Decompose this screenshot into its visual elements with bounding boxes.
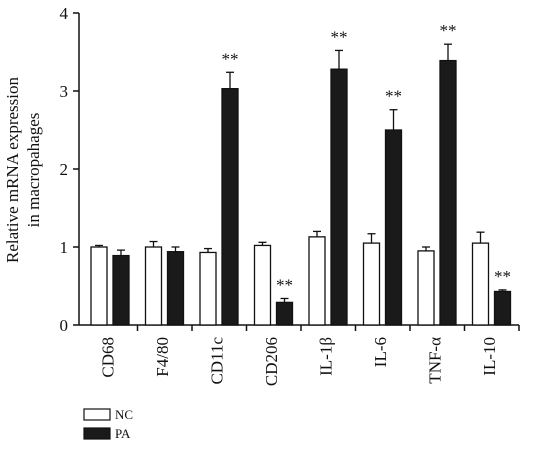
x-category-label: IL-1β: [316, 337, 335, 376]
bar-pa: [166, 251, 185, 326]
bar-nc: [90, 246, 108, 326]
x-category-label: CD11c: [207, 337, 226, 385]
bar-pa: [330, 68, 348, 326]
plot-area: 0 1 2 3 4 CD68 F4/80 CD11c CD206 IL-1β IL-6 TNF-α IL…: [60, 4, 520, 386]
legend-label-pa: PA: [115, 426, 131, 441]
significance-mark: **: [385, 87, 402, 106]
significance-mark: **: [222, 49, 239, 68]
x-category-label: CD68: [98, 337, 117, 378]
y-axis-label-line1: Relative mRNA expression: [3, 76, 22, 263]
legend-label-nc: NC: [115, 407, 133, 422]
y-tick-label: 1: [60, 238, 69, 257]
legend-swatch-nc: [83, 408, 111, 421]
legend-swatch-pa: [83, 427, 111, 440]
bar-pa: [112, 254, 130, 326]
bar-nc: [362, 242, 381, 326]
y-tick-label: 2: [60, 160, 69, 179]
bar-nc: [471, 242, 490, 326]
y-axis-label-line2: in macropahages: [24, 113, 43, 228]
bar-nc: [144, 246, 163, 326]
bar-nc: [253, 244, 272, 326]
significance-mark: **: [494, 267, 511, 286]
y-tick-label: 3: [60, 82, 69, 101]
significance-mark: **: [331, 27, 348, 46]
bar-pa: [275, 301, 294, 326]
significance-mark: **: [440, 21, 457, 40]
bar-pa: [384, 129, 403, 326]
bar-nc: [199, 251, 217, 326]
bar-nc: [308, 236, 326, 326]
x-category-label: F4/80: [153, 337, 172, 377]
bar-pa: [439, 59, 457, 326]
x-category-label: IL-10: [480, 337, 499, 376]
bar-nc: [417, 250, 435, 326]
y-tick-label: 4: [60, 4, 69, 23]
x-category-label: CD206: [262, 337, 281, 386]
y-tick-label: 0: [60, 316, 69, 335]
x-category-label: TNF-α: [425, 337, 444, 384]
significance-mark: **: [276, 275, 293, 294]
x-category-label: IL-6: [371, 337, 390, 367]
bar-pa: [493, 290, 512, 326]
bar-pa: [221, 88, 239, 326]
legend: NC PA: [83, 407, 133, 441]
